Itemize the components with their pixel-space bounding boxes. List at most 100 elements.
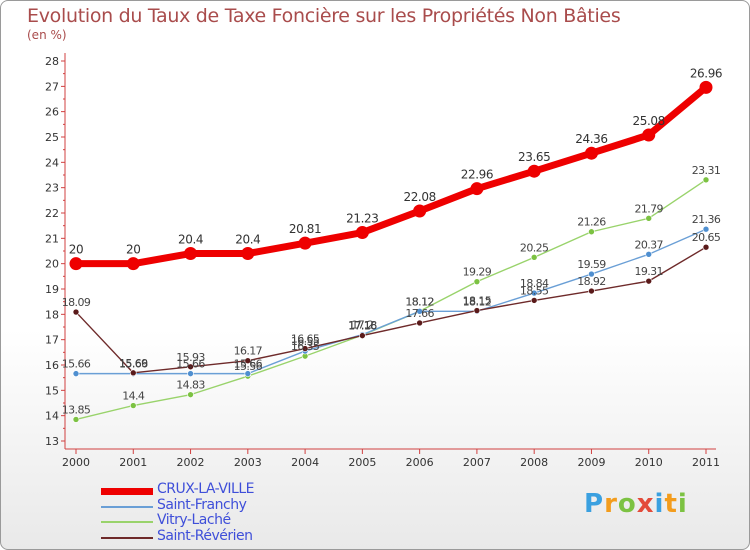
- legend-label-vitry-lache: Vitry-Laché: [157, 512, 231, 528]
- data-label-vitry-lach-: 23.31: [692, 164, 721, 177]
- data-point-crux-la-ville: [413, 204, 427, 218]
- data-point-vitry-lach-: [702, 176, 710, 184]
- logo-letter: P: [584, 489, 605, 519]
- data-label-saint-franchy: 16.55: [291, 335, 320, 348]
- data-label-saint-franchy: 17.2: [351, 319, 373, 332]
- x-tick-label: 2000: [62, 456, 90, 469]
- data-point-crux-la-ville: [699, 80, 713, 94]
- data-label-saint-r-v-rien: 17.66: [405, 307, 434, 320]
- y-tick-label: 28: [45, 55, 59, 68]
- data-label-crux-la-ville: 21.23: [346, 212, 378, 226]
- data-label-crux-la-ville: 22.96: [461, 168, 493, 182]
- data-label-saint-r-v-rien: 17.16: [348, 320, 377, 333]
- data-point-crux-la-ville: [126, 257, 140, 271]
- y-tick-label: 26: [45, 106, 59, 119]
- data-label-crux-la-ville: 20.81: [289, 222, 321, 236]
- data-point-saint-franchy: [72, 370, 80, 377]
- data-point-saint-franchy: [244, 370, 252, 377]
- proxiti-logo: Proxiti: [584, 489, 688, 519]
- y-tick-label: 23: [45, 182, 59, 195]
- data-label-vitry-lach-: 18.12: [405, 295, 434, 308]
- data-point-crux-la-ville: [241, 247, 255, 261]
- data-label-crux-la-ville: 26.96: [690, 66, 722, 80]
- data-label-crux-la-ville: 23.65: [518, 150, 550, 164]
- y-tick-label: 21: [45, 232, 59, 245]
- logo-letter: t: [664, 489, 678, 519]
- data-label-vitry-lach-: 15.56: [234, 360, 263, 373]
- legend-label-saint-franchy: Saint-Franchy: [157, 496, 247, 513]
- data-label-saint-r-v-rien: 18.55: [520, 284, 549, 297]
- data-label-saint-franchy: 18.84: [520, 277, 549, 290]
- y-tick-label: 17: [45, 334, 59, 347]
- data-point-vitry-lach-: [645, 215, 653, 222]
- data-label-saint-franchy: 18.12: [405, 295, 434, 308]
- data-label-saint-franchy: 18.12: [463, 295, 492, 308]
- data-point-crux-la-ville: [527, 164, 541, 178]
- data-label-saint-r-v-rien: 18.09: [62, 296, 91, 309]
- data-label-saint-franchy: 20.37: [634, 238, 663, 251]
- data-label-crux-la-ville: 20.4: [178, 233, 203, 247]
- legend-swatch-saint-reverien: [101, 536, 153, 539]
- data-label-saint-r-v-rien: 16.17: [234, 345, 263, 358]
- data-label-saint-r-v-rien: 19.31: [634, 265, 663, 278]
- data-label-saint-r-v-rien: 20.65: [692, 231, 721, 244]
- data-point-saint-franchy: [187, 370, 194, 377]
- series-line-saint-franchy: [75, 228, 707, 375]
- x-tick-label: 2007: [463, 456, 491, 469]
- data-point-saint-r-v-rien: [416, 319, 423, 327]
- x-tick-label: 2004: [291, 456, 319, 469]
- data-point-crux-la-ville: [184, 247, 198, 261]
- x-tick-label: 2006: [406, 456, 434, 469]
- y-tick-label: 18: [45, 308, 59, 321]
- logo-letter: x: [636, 489, 655, 519]
- data-point-saint-r-v-rien: [702, 243, 710, 251]
- data-point-saint-r-v-rien: [588, 287, 595, 295]
- chart-title: Evolution du Taux de Taxe Foncière sur l…: [27, 5, 621, 27]
- series-line-crux-la-ville: [72, 83, 710, 268]
- data-point-crux-la-ville: [298, 236, 312, 250]
- data-label-saint-r-v-rien: 16.65: [291, 333, 320, 346]
- data-point-crux-la-ville: [470, 182, 484, 196]
- data-label-crux-la-ville: 22.08: [403, 190, 435, 204]
- x-tick-label: 2003: [234, 456, 262, 469]
- data-point-crux-la-ville: [584, 146, 598, 160]
- data-point-vitry-lach-: [530, 254, 538, 261]
- x-tick-label: 2001: [119, 456, 147, 469]
- data-point-saint-r-v-rien: [359, 332, 366, 339]
- data-point-saint-franchy: [702, 225, 710, 233]
- x-tick-label: 2008: [520, 456, 548, 469]
- data-point-vitry-lach-: [129, 402, 137, 409]
- data-point-saint-r-v-rien: [301, 345, 309, 352]
- logo-letter: i: [677, 489, 688, 519]
- y-tick-label: 22: [45, 207, 59, 220]
- data-point-saint-franchy: [588, 270, 595, 278]
- legend-label-saint-reverien: Saint-Révérien: [157, 527, 253, 544]
- logo-letter: r: [604, 489, 618, 519]
- unit-label: (en %): [27, 28, 67, 42]
- x-tick-label: 2002: [177, 456, 205, 469]
- data-label-saint-r-v-rien: 18.15: [463, 295, 492, 308]
- legend-swatch-saint-franchy: [101, 505, 153, 508]
- data-point-crux-la-ville: [69, 257, 83, 271]
- y-tick-label: 19: [45, 283, 59, 296]
- data-point-saint-r-v-rien: [473, 307, 481, 314]
- legend-swatch-vitry-lache: [101, 521, 153, 523]
- y-tick-label: 15: [45, 384, 59, 397]
- data-point-saint-franchy: [530, 289, 538, 297]
- data-label-crux-la-ville: 20.4: [235, 233, 260, 247]
- data-label-saint-r-v-rien: 18.92: [577, 275, 606, 288]
- data-point-saint-r-v-rien: [72, 308, 80, 316]
- data-point-saint-franchy: [645, 250, 653, 258]
- data-point-vitry-lach-: [72, 416, 80, 423]
- logo-letter: o: [617, 489, 637, 519]
- data-point-saint-r-v-rien: [129, 369, 137, 377]
- data-label-vitry-lach-: 13.85: [62, 403, 91, 416]
- data-label-crux-la-ville: 24.36: [575, 132, 607, 146]
- data-label-vitry-lach-: 20.25: [520, 241, 549, 254]
- data-label-crux-la-ville: 25.08: [633, 114, 665, 128]
- data-label-vitry-lach-: 17.18: [348, 319, 377, 332]
- x-tick-label: 2005: [348, 456, 376, 469]
- y-tick-label: 24: [45, 156, 59, 169]
- data-label-vitry-lach-: 14.83: [176, 379, 205, 392]
